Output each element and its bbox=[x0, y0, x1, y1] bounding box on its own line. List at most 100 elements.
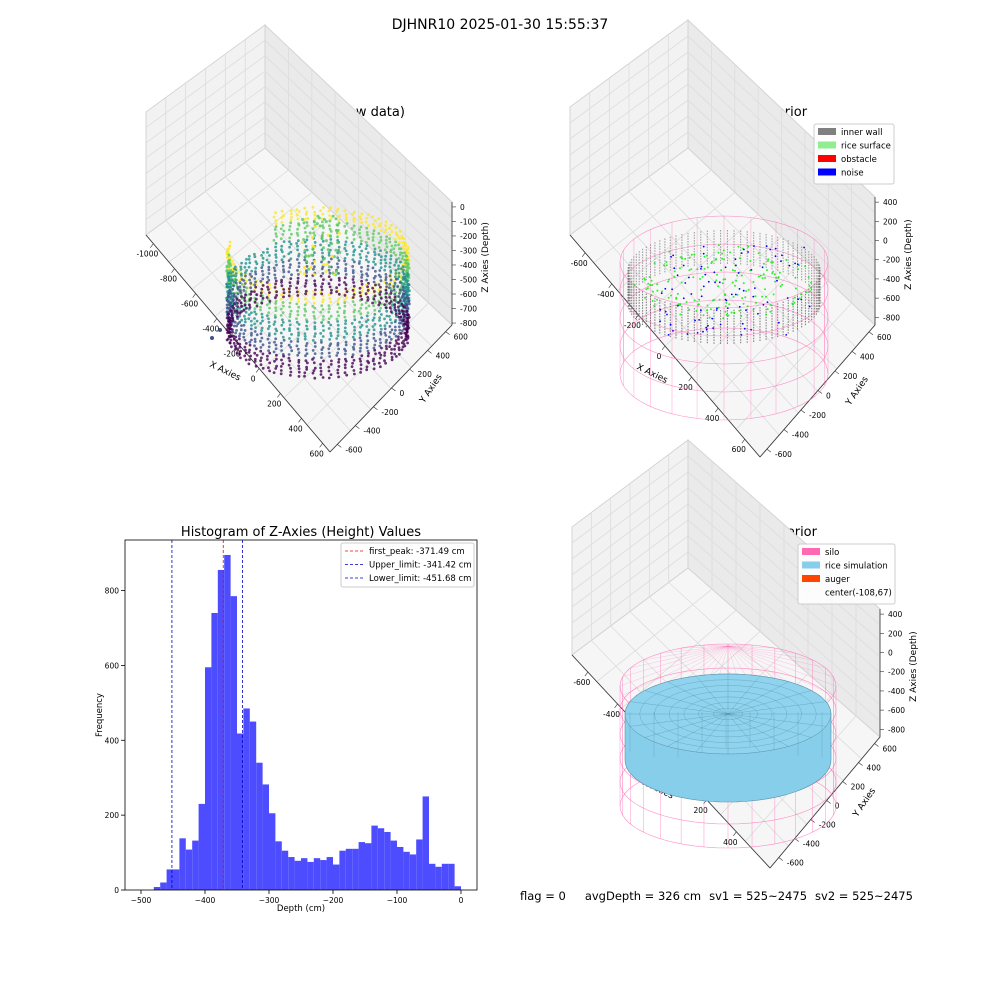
raw-point bbox=[236, 347, 240, 351]
raw-point bbox=[259, 294, 263, 298]
raw-point bbox=[243, 338, 247, 342]
raw-point bbox=[343, 257, 347, 260]
silo-roof-rib bbox=[622, 645, 729, 696]
raw-point bbox=[373, 250, 376, 254]
raw-point bbox=[335, 290, 338, 294]
raw-point bbox=[364, 247, 368, 251]
rice-surface-point bbox=[649, 283, 652, 286]
raw-point bbox=[297, 300, 300, 303]
raw-point bbox=[247, 254, 251, 258]
raw-point bbox=[400, 309, 404, 313]
rice-surface-point bbox=[661, 290, 663, 293]
raw-point bbox=[337, 218, 341, 222]
raw-points bbox=[210, 205, 411, 380]
raw-point bbox=[388, 335, 391, 339]
raw-point bbox=[394, 226, 398, 230]
rice-surface-point bbox=[684, 257, 687, 260]
x-tick-label-simulation: -400 bbox=[603, 710, 620, 719]
x-tick-label-simulation: 400 bbox=[723, 838, 738, 847]
raw-point bbox=[405, 329, 409, 333]
raw-point bbox=[360, 354, 364, 358]
raw-point bbox=[351, 335, 355, 339]
raw-point bbox=[389, 337, 393, 341]
raw-point bbox=[227, 329, 231, 333]
raw-point bbox=[238, 285, 242, 289]
raw-point bbox=[288, 228, 291, 232]
raw-point bbox=[372, 260, 375, 264]
raw-point bbox=[266, 275, 270, 279]
raw-point bbox=[255, 304, 259, 308]
raw-point bbox=[297, 331, 300, 335]
raw-point bbox=[337, 259, 341, 262]
histogram-bar bbox=[326, 857, 333, 890]
noise-point bbox=[780, 260, 782, 263]
histogram-bar bbox=[205, 667, 212, 890]
rice-surface-point bbox=[715, 258, 718, 260]
raw-point bbox=[238, 311, 242, 315]
raw-point bbox=[367, 361, 371, 365]
raw-point bbox=[303, 374, 306, 378]
histogram-bar bbox=[173, 869, 180, 890]
histogram-bar bbox=[249, 721, 257, 890]
raw-point bbox=[289, 277, 293, 280]
raw-point bbox=[273, 332, 277, 336]
raw-point bbox=[366, 264, 370, 268]
raw-point bbox=[394, 339, 398, 343]
raw-point bbox=[282, 229, 286, 233]
raw-point bbox=[281, 301, 285, 304]
raw-point bbox=[267, 366, 270, 370]
plot3d-classify: -600-400-2000200400600-600-400-200020040… bbox=[569, 18, 914, 459]
rice-surface-point bbox=[791, 302, 794, 305]
raw-point bbox=[319, 243, 322, 247]
raw-point bbox=[244, 279, 248, 283]
raw-point bbox=[336, 334, 340, 338]
rice-mesh bbox=[696, 713, 729, 753]
raw-point bbox=[388, 283, 392, 286]
raw-point bbox=[254, 266, 258, 270]
raw-point bbox=[280, 244, 284, 248]
raw-point bbox=[296, 217, 300, 221]
raw-point bbox=[321, 346, 325, 349]
raw-point bbox=[260, 312, 264, 316]
x-tick-label-classify: -200 bbox=[624, 321, 641, 330]
raw-point bbox=[320, 341, 323, 344]
noise-point bbox=[776, 279, 778, 282]
raw-point bbox=[305, 221, 309, 224]
raw-point bbox=[311, 236, 314, 239]
x-axis-label-raw: X Axies bbox=[208, 360, 243, 384]
raw-point bbox=[296, 234, 300, 237]
raw-point bbox=[289, 284, 292, 288]
rice-surface-point bbox=[688, 308, 691, 311]
histogram-bar bbox=[454, 886, 461, 890]
histogram-bar bbox=[217, 569, 225, 890]
raw-point bbox=[245, 306, 248, 310]
raw-point bbox=[289, 298, 293, 301]
raw-point bbox=[359, 325, 362, 329]
raw-point bbox=[231, 319, 235, 323]
raw-point bbox=[248, 298, 252, 302]
raw-point bbox=[303, 248, 307, 252]
raw-point bbox=[352, 275, 355, 279]
histogram-x-tick-label: −200 bbox=[323, 896, 344, 905]
raw-point bbox=[297, 223, 301, 227]
raw-point bbox=[384, 333, 388, 337]
noise-point bbox=[781, 254, 783, 257]
histogram-bar bbox=[377, 828, 385, 890]
raw-point bbox=[245, 257, 248, 261]
raw-point bbox=[379, 341, 382, 345]
rice-surface-point bbox=[778, 271, 781, 274]
legend-entry: rice simulation bbox=[825, 562, 888, 572]
raw-point bbox=[378, 241, 381, 245]
raw-point bbox=[260, 326, 264, 330]
raw-point bbox=[259, 359, 262, 363]
rice-surface-point bbox=[725, 313, 728, 316]
raw-point bbox=[268, 341, 271, 345]
raw-point bbox=[324, 239, 328, 243]
raw-point bbox=[328, 338, 332, 341]
raw-point bbox=[398, 288, 402, 292]
raw-point bbox=[385, 314, 389, 318]
raw-point bbox=[288, 327, 291, 330]
rice-surface-point bbox=[729, 251, 732, 254]
raw-point bbox=[344, 249, 348, 253]
raw-point bbox=[230, 292, 233, 296]
